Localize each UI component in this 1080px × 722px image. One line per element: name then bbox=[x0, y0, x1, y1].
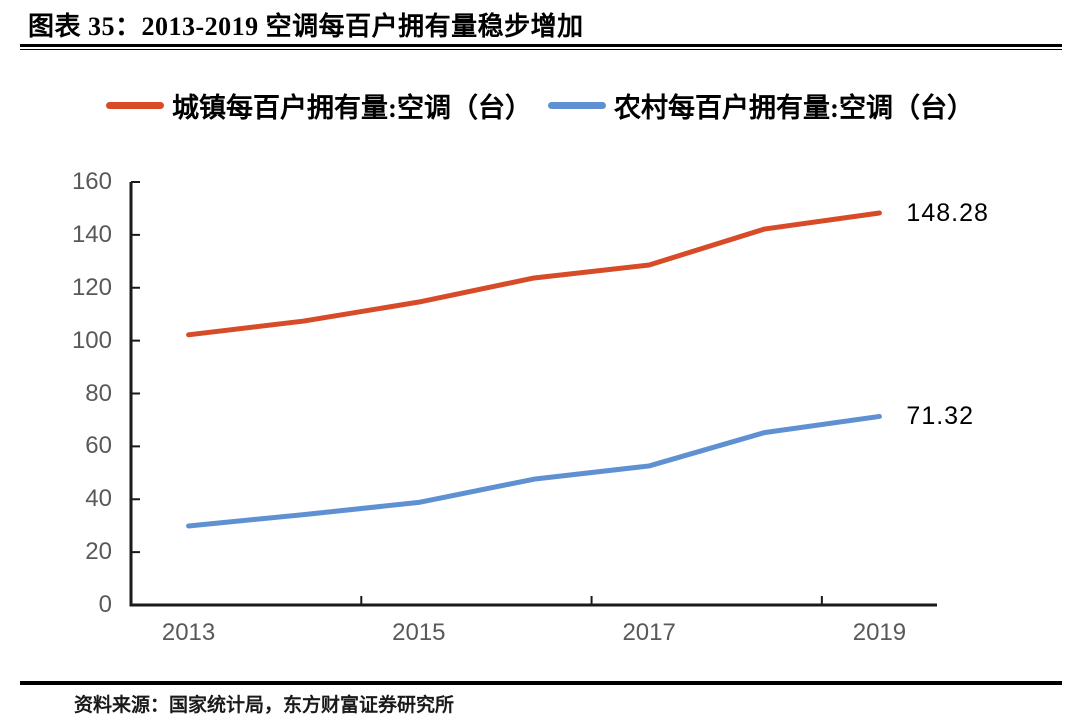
legend-item-urban: 城镇每百户拥有量:空调（台） bbox=[106, 86, 532, 125]
y-tick-label: 20 bbox=[85, 538, 112, 566]
y-tick-label: 140 bbox=[71, 220, 112, 248]
legend-swatch-rural bbox=[548, 102, 606, 109]
x-tick-label: 2013 bbox=[161, 619, 216, 646]
title-rule bbox=[20, 44, 1062, 50]
y-tick-label: 0 bbox=[98, 591, 112, 618]
y-tick-label: 60 bbox=[85, 432, 112, 460]
legend: 城镇每百户拥有量:空调（台） 农村每百户拥有量:空调（台） bbox=[0, 86, 1080, 125]
legend-item-rural: 农村每百户拥有量:空调（台） bbox=[548, 86, 974, 125]
x-tick-label: 2015 bbox=[392, 619, 446, 646]
y-tick-label: 160 bbox=[71, 168, 112, 195]
series-line-1 bbox=[186, 413, 882, 529]
legend-swatch-urban bbox=[106, 102, 164, 109]
x-tick-label: 2017 bbox=[622, 619, 676, 646]
y-tick-label: 100 bbox=[71, 326, 112, 354]
x-tick-label: 2019 bbox=[852, 619, 907, 646]
data-label-urban-end: 148.28 bbox=[906, 198, 989, 227]
footer-rule bbox=[20, 681, 1062, 685]
series-line-0 bbox=[186, 210, 882, 338]
legend-label-urban: 城镇每百户拥有量:空调（台） bbox=[172, 93, 532, 123]
y-tick-label: 80 bbox=[85, 379, 112, 407]
data-label-rural-end: 71.32 bbox=[906, 402, 974, 431]
figure-title: 图表 35：2013-2019 空调每百户拥有量稳步增加 bbox=[28, 12, 584, 41]
legend-label-rural: 农村每百户拥有量:空调（台） bbox=[614, 93, 974, 123]
y-tick-label: 120 bbox=[71, 273, 112, 301]
y-tick-label: 40 bbox=[85, 485, 112, 513]
source-note: 资料来源：国家统计局，东方财富证券研究所 bbox=[74, 695, 455, 716]
